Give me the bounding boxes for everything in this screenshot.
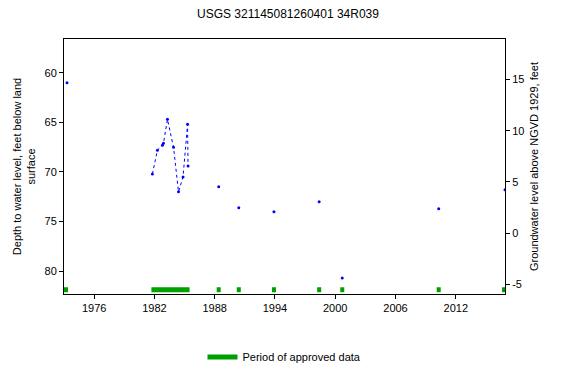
svg-text:Period of approved data: Period of approved data [243,351,361,363]
svg-text:2012: 2012 [444,302,468,314]
svg-text:70: 70 [45,166,57,178]
svg-text:0: 0 [512,227,518,239]
svg-text:1976: 1976 [82,302,106,314]
svg-text:2006: 2006 [383,302,407,314]
svg-text:15: 15 [512,73,524,85]
svg-text:75: 75 [45,215,57,227]
svg-text:1988: 1988 [202,302,226,314]
svg-text:60: 60 [45,67,57,79]
svg-text:1982: 1982 [142,302,166,314]
svg-text:65: 65 [45,116,57,128]
svg-text:5: 5 [512,176,518,188]
svg-text:Groundwater level above NGVD 1: Groundwater level above NGVD 1929, feet [528,62,540,271]
svg-text:-5: -5 [512,278,522,290]
svg-text:10: 10 [512,125,524,137]
svg-text:1994: 1994 [263,302,287,314]
svg-text:USGS 321145081260401 34R039: USGS 321145081260401 34R039 [197,7,379,21]
svg-text:80: 80 [45,265,57,277]
svg-text:Depth to water level, feet bel: Depth to water level, feet below landsur… [11,78,37,255]
svg-text:2000: 2000 [323,302,347,314]
